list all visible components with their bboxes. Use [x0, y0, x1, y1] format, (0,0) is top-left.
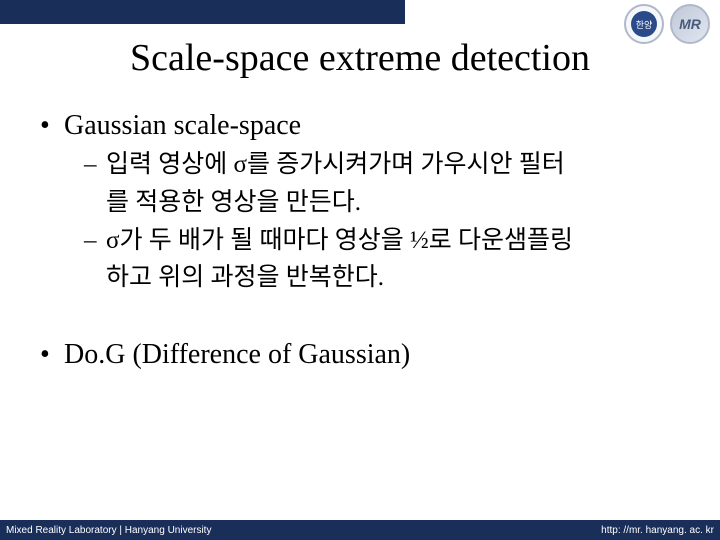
slide-body: Gaussian scale-space 입력 영상에 σ를 증가시켜가며 가우…	[40, 110, 680, 377]
slide: 한양 MR Scale-space extreme detection Gaus…	[0, 0, 720, 540]
sub-bullet-downsample-cont: 하고 위의 과정을 반복한다.	[106, 261, 680, 295]
bullet-gaussian-scale-space: Gaussian scale-space	[40, 110, 680, 142]
hanyang-seal-inner: 한양	[631, 11, 657, 37]
footer-left: Mixed Reality Laboratory | Hanyang Unive…	[6, 525, 211, 536]
sub-bullet-downsample: σ가 두 배가 될 때마다 영상을 ½로 다운샘플링	[84, 224, 680, 258]
footer-bar: Mixed Reality Laboratory | Hanyang Unive…	[0, 520, 720, 540]
sub-bullet-sigma-increase: 입력 영상에 σ를 증가시켜가며 가우시안 필터	[84, 148, 680, 182]
top-accent-bar	[0, 0, 405, 24]
slide-title: Scale-space extreme detection	[0, 36, 720, 80]
bullet-dog: Do.G (Difference of Gaussian)	[40, 339, 680, 371]
sub-bullet-sigma-increase-cont: 를 적용한 영상을 만든다.	[106, 186, 680, 220]
footer-right: http: //mr. hanyang. ac. kr	[601, 525, 714, 536]
bullet-gap	[40, 299, 680, 339]
